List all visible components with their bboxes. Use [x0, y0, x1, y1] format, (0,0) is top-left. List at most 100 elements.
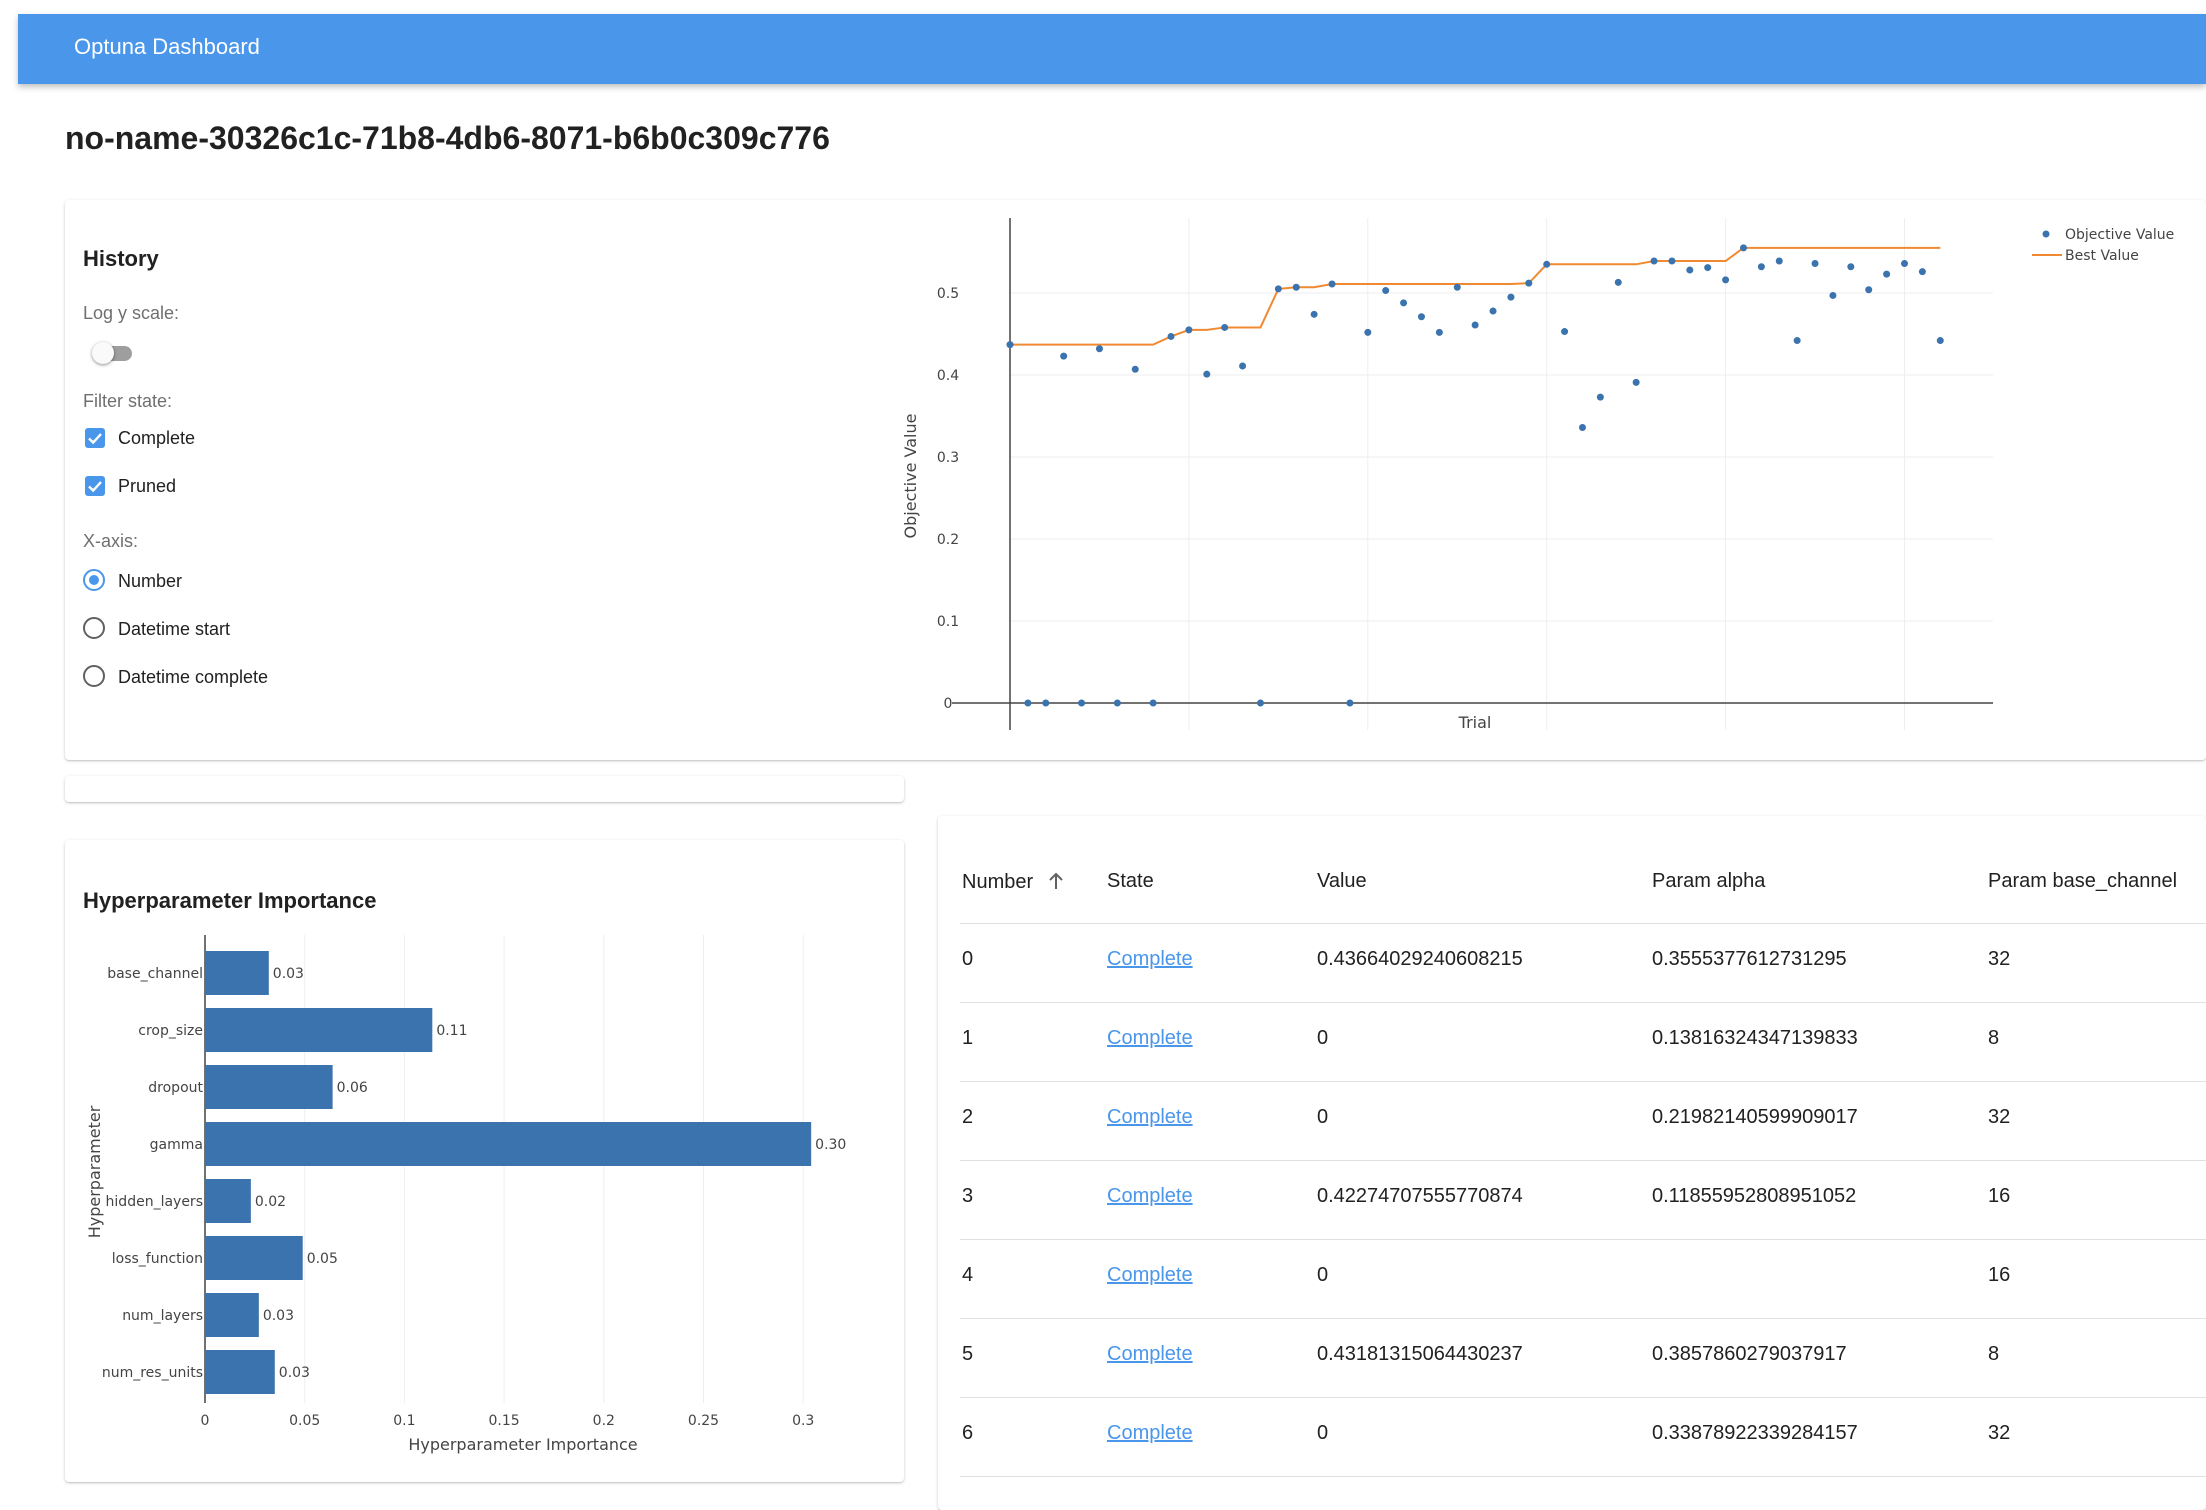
filter-state-label: Filter state: — [83, 391, 173, 411]
importance-bar — [205, 1122, 812, 1166]
y-tick-label: 0 — [944, 696, 953, 712]
page-title: no-name-30326c1c-71b8-4db6-8071-b6b0c309… — [65, 120, 830, 156]
app-title[interactable]: Optuna Dashboard — [74, 34, 260, 59]
cell-value: 0.42274707555770874 — [1317, 1185, 1523, 1207]
row-divider — [960, 1318, 2206, 1319]
cell-param-base-channel: 32 — [1988, 1422, 2011, 1444]
radio-checked-icon — [83, 569, 105, 591]
cell-state-link[interactable]: Complete — [1107, 1264, 1193, 1286]
x-tick-label: 0.15 — [489, 1413, 520, 1429]
objective-value-point — [1722, 276, 1730, 284]
row-divider — [960, 1239, 2206, 1240]
column-header-state[interactable]: State — [1107, 870, 1154, 892]
cell-param-base-channel: 16 — [1988, 1185, 2011, 1207]
column-header-value[interactable]: Value — [1317, 870, 1367, 892]
cell-value: 0 — [1317, 1422, 1329, 1444]
column-header-number[interactable]: Number — [962, 870, 1067, 894]
header-divider — [960, 923, 2206, 924]
objective-value-point — [1829, 291, 1837, 299]
cell-param-alpha: 0.11855952808951052 — [1652, 1185, 1857, 1207]
cell-param-base-channel: 8 — [1988, 1027, 2000, 1049]
legend-label-best: Best Value — [2065, 248, 2139, 264]
objective-value-point — [1578, 423, 1586, 431]
objective-value-point — [1131, 365, 1139, 373]
importance-heading: Hyperparameter Importance — [83, 888, 377, 913]
objective-value-point — [1310, 310, 1318, 318]
filter-pruned-label: Pruned — [118, 476, 177, 496]
cell-param-base-channel: 32 — [1988, 948, 2011, 970]
xaxis-datetime-complete-label: Datetime complete — [118, 667, 269, 687]
objective-value-point — [1060, 352, 1068, 360]
cell-param-alpha: 0.33878922339284157 — [1652, 1422, 1858, 1444]
cell-value: 0.43181315064430237 — [1317, 1343, 1523, 1365]
objective-value-point — [1793, 337, 1801, 345]
log-scale-toggle[interactable] — [92, 340, 136, 366]
x-tick-label: 0 — [201, 1413, 210, 1429]
cell-state-link[interactable]: Complete — [1107, 948, 1193, 970]
cell-state-link[interactable]: Complete — [1107, 1343, 1193, 1365]
cell-param-alpha: 0.3857860279037917 — [1652, 1343, 1847, 1365]
legend-marker-objective — [2042, 230, 2050, 238]
y-tick-label: 0.5 — [937, 286, 959, 302]
x-tick-label: 0.25 — [688, 1413, 719, 1429]
cell-number: 2 — [962, 1106, 974, 1128]
objective-value-point — [1596, 393, 1604, 401]
objective-value-point — [1417, 313, 1425, 321]
objective-value-point — [1400, 299, 1408, 307]
objective-value-point — [1739, 244, 1747, 252]
importance-bar — [205, 1293, 259, 1337]
radio-unchecked-icon — [83, 617, 105, 639]
xaxis-number-label: Number — [118, 571, 183, 591]
bar-value-label: 0.06 — [337, 1080, 368, 1096]
category-label: num_res_units — [102, 1365, 203, 1381]
objective-value-point — [1847, 263, 1855, 271]
objective-value-point — [1078, 699, 1086, 707]
cell-param-alpha: 0.21982140599909017 — [1652, 1106, 1858, 1128]
importance-bar — [205, 1065, 333, 1109]
toggle-thumb — [92, 342, 114, 364]
cell-number: 0 — [962, 948, 974, 970]
cell-number: 1 — [962, 1027, 974, 1049]
cell-value: 0.43664029240608215 — [1317, 948, 1523, 970]
importance-chart[interactable]: 0 0.05 0.1 0.15 0.2 0.25 0.3 base_channel 0.03 cr… — [70, 930, 900, 1470]
column-header-param-alpha[interactable]: Param alpha — [1652, 870, 1766, 892]
radio-unchecked-icon — [83, 665, 105, 687]
trials-table-card — [938, 816, 2206, 1510]
objective-value-point — [1543, 260, 1551, 268]
objective-value-point — [1006, 341, 1014, 349]
cell-state-link[interactable]: Complete — [1107, 1422, 1193, 1444]
sort-ascending-icon[interactable] — [1045, 870, 1067, 892]
objective-value-point — [1686, 266, 1694, 274]
objective-value-point — [1292, 283, 1300, 291]
importance-bar — [205, 1236, 303, 1280]
bar-value-label: 0.05 — [307, 1251, 338, 1267]
objective-value-point — [1936, 337, 1944, 345]
x-axis-label: X-axis: — [83, 531, 139, 551]
objective-value-point — [1346, 699, 1354, 707]
cell-number: 3 — [962, 1185, 974, 1207]
importance-bar — [205, 951, 269, 995]
objective-value-point — [1811, 259, 1819, 267]
row-divider — [960, 1160, 2206, 1161]
column-header-param-base-channel[interactable]: Param base_channel — [1988, 870, 2178, 892]
row-divider — [960, 1081, 2206, 1082]
y-tick-label: 0.2 — [937, 532, 959, 548]
y-tick-label: 0.1 — [937, 614, 959, 630]
bar-value-label: 0.30 — [815, 1137, 846, 1153]
category-label: loss_function — [112, 1251, 203, 1267]
objective-value-point — [1865, 286, 1873, 294]
cell-state-link[interactable]: Complete — [1107, 1027, 1193, 1049]
objective-value-point — [1757, 263, 1765, 271]
objective-value-point — [1167, 332, 1175, 340]
cell-state-link[interactable]: Complete — [1107, 1185, 1193, 1207]
cell-param-base-channel: 32 — [1988, 1106, 2011, 1128]
empty-card — [65, 776, 904, 802]
category-label: gamma — [150, 1137, 203, 1153]
cell-state-link[interactable]: Complete — [1107, 1106, 1193, 1128]
y-tick-label: 0.3 — [937, 450, 959, 466]
importance-bar — [205, 1179, 251, 1223]
objective-value-point — [1632, 378, 1640, 386]
y-tick-label: 0.4 — [937, 368, 959, 384]
cell-param-alpha: 0.3555377612731295 — [1652, 948, 1847, 970]
